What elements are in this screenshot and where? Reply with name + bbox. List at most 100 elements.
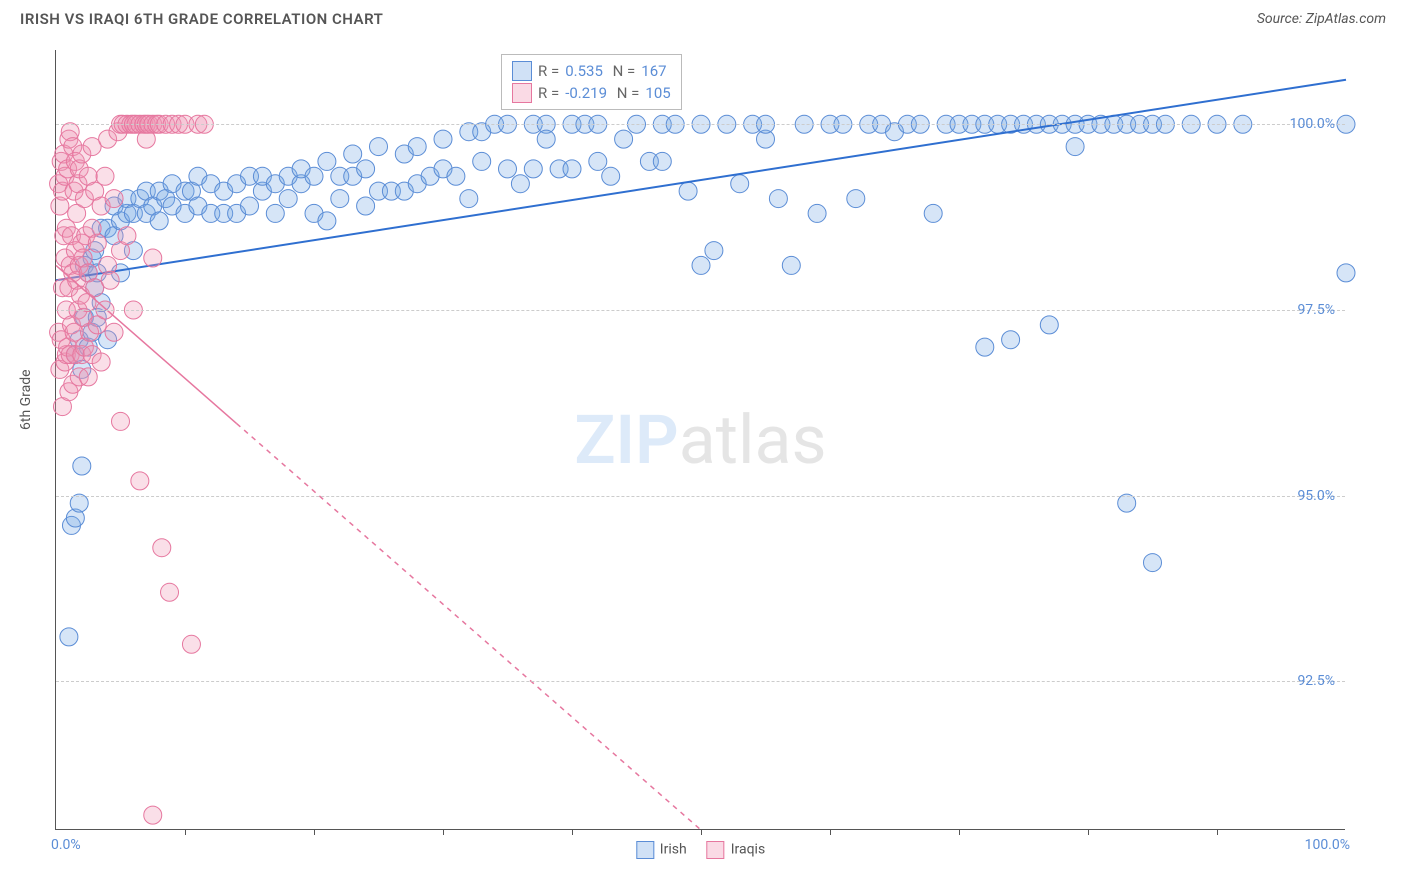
scatter-point	[105, 323, 123, 341]
scatter-point	[524, 160, 542, 178]
scatter-point	[511, 175, 529, 193]
scatter-point	[131, 472, 149, 490]
scatter-point	[473, 152, 491, 170]
scatter-point	[1066, 138, 1084, 156]
y-tick-label: 95.0%	[1297, 488, 1335, 504]
scatter-point	[808, 204, 826, 222]
scatter-point	[563, 160, 581, 178]
scatter-point	[976, 338, 994, 356]
chart-header: IRISH VS IRAQI 6TH GRADE CORRELATION CHA…	[0, 0, 1406, 33]
scatter-point	[1118, 494, 1136, 512]
scatter-point	[105, 190, 123, 208]
scatter-point	[241, 197, 259, 215]
x-tick-label: 100.0%	[1305, 837, 1350, 853]
scatter-point	[70, 494, 88, 512]
scatter-point	[537, 130, 555, 148]
scatter-point	[73, 457, 91, 475]
legend-swatch-irish	[636, 841, 654, 859]
gridline	[56, 496, 1345, 497]
gridline	[56, 124, 1345, 125]
gridline	[56, 310, 1345, 311]
scatter-point	[1002, 331, 1020, 349]
x-tick	[185, 829, 186, 835]
scatter-point	[318, 152, 336, 170]
trend-line-dashed	[237, 424, 701, 830]
scatter-point	[847, 190, 865, 208]
swatch-iraqis	[512, 83, 532, 103]
legend-item-iraqis: Iraqis	[707, 841, 765, 859]
x-tick	[959, 829, 960, 835]
scatter-point	[460, 190, 478, 208]
scatter-point	[1144, 554, 1162, 572]
scatter-point	[344, 145, 362, 163]
scatter-point	[92, 353, 110, 371]
chart-title: IRISH VS IRAQI 6TH GRADE CORRELATION CHA…	[20, 10, 383, 28]
scatter-point	[602, 167, 620, 185]
scatter-point	[153, 539, 171, 557]
y-tick-label: 100.0%	[1290, 116, 1335, 132]
scatter-point	[101, 271, 119, 289]
x-tick	[701, 829, 702, 835]
legend-row-irish: R = 0.535 N = 167	[512, 61, 671, 81]
scatter-point	[144, 806, 162, 824]
scatter-point	[408, 138, 426, 156]
r-value-irish: 0.535	[565, 62, 603, 80]
scatter-point	[705, 242, 723, 260]
chart-plot-area: ZIPatlas R = 0.535 N = 167 R = -0.219 N …	[55, 50, 1345, 830]
swatch-irish	[512, 61, 532, 81]
correlation-legend: R = 0.535 N = 167 R = -0.219 N = 105	[501, 54, 682, 110]
scatter-point	[370, 138, 388, 156]
scatter-point	[499, 160, 517, 178]
legend-swatch-iraqis	[707, 841, 725, 859]
scatter-point	[318, 212, 336, 230]
x-tick	[443, 829, 444, 835]
scatter-point	[692, 256, 710, 274]
gridline	[56, 681, 1345, 682]
scatter-point	[653, 152, 671, 170]
x-tick	[314, 829, 315, 835]
x-tick	[572, 829, 573, 835]
source-label: Source: ZipAtlas.com	[1257, 11, 1386, 27]
scatter-point	[279, 190, 297, 208]
n-value-irish: 167	[641, 62, 666, 80]
scatter-point	[589, 152, 607, 170]
scatter-point	[96, 167, 114, 185]
scatter-point	[118, 227, 136, 245]
scatter-point	[731, 175, 749, 193]
scatter-point	[161, 583, 179, 601]
scatter-point	[144, 249, 162, 267]
scatter-point	[782, 256, 800, 274]
legend-item-irish: Irish	[636, 841, 687, 859]
scatter-point	[88, 234, 106, 252]
scatter-point	[266, 204, 284, 222]
scatter-point	[447, 167, 465, 185]
scatter-point	[679, 182, 697, 200]
scatter-point	[1040, 316, 1058, 334]
series-legend: Irish Iraqis	[636, 841, 765, 859]
scatter-point	[112, 412, 130, 430]
scatter-point	[434, 130, 452, 148]
x-tick	[830, 829, 831, 835]
legend-row-iraqis: R = -0.219 N = 105	[512, 83, 671, 103]
scatter-point	[769, 190, 787, 208]
scatter-point	[615, 130, 633, 148]
scatter-point	[924, 204, 942, 222]
scatter-svg	[56, 50, 1345, 829]
x-tick	[1217, 829, 1218, 835]
scatter-point	[60, 628, 78, 646]
x-tick-label: 0.0%	[51, 837, 81, 853]
scatter-point	[357, 197, 375, 215]
scatter-point	[79, 368, 97, 386]
x-tick	[1088, 829, 1089, 835]
scatter-point	[150, 212, 168, 230]
scatter-point	[1337, 264, 1355, 282]
scatter-point	[182, 635, 200, 653]
y-axis-label: 6th Grade	[18, 369, 34, 430]
scatter-point	[305, 167, 323, 185]
n-value-iraqis: 105	[645, 84, 670, 102]
y-tick-label: 92.5%	[1297, 673, 1335, 689]
r-value-iraqis: -0.219	[565, 84, 607, 102]
scatter-point	[357, 160, 375, 178]
scatter-point	[331, 190, 349, 208]
y-tick-label: 97.5%	[1297, 302, 1335, 318]
